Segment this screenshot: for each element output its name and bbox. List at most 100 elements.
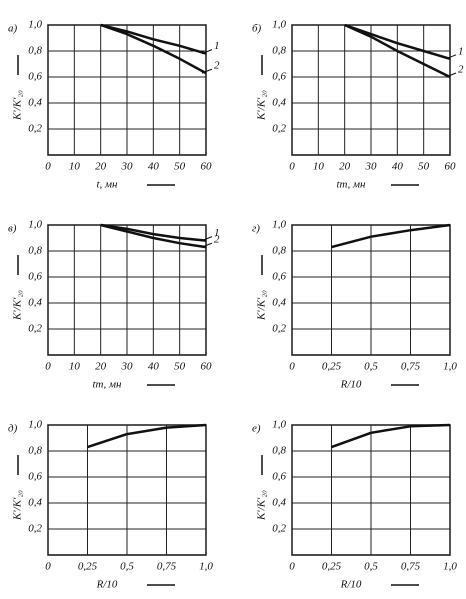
y-axis-label: К'/К'₂₀ [256, 490, 268, 521]
x-axis-label: R/10 [340, 579, 362, 591]
x-tick-label: 60 [445, 161, 457, 173]
data-line [87, 423, 207, 449]
x-tick-label: 0,75 [157, 561, 177, 573]
data-line [100, 23, 207, 55]
y-tick-label: 0,2 [28, 123, 42, 135]
y-tick-label: 1,0 [28, 219, 42, 231]
y-axis-label: К'/К'₂₀ [12, 90, 24, 121]
x-tick-label: 0 [289, 561, 295, 573]
series-label: 1 [458, 45, 464, 57]
y-tick-label: 0,4 [28, 297, 42, 309]
x-tick-label: 0,75 [401, 361, 421, 373]
x-axis-label: tm, мн [93, 379, 123, 391]
x-tick-label: 50 [418, 161, 430, 173]
data-line [344, 23, 451, 79]
y-tick-label: 0,6 [28, 71, 42, 83]
y-tick-label: 0,6 [272, 471, 286, 483]
y-tick-label: 0,6 [272, 71, 286, 83]
series-label: 2 [214, 234, 220, 246]
leader [201, 236, 213, 242]
series-label: 2 [458, 64, 464, 76]
y-tick-label: 0,6 [272, 271, 286, 283]
x-tick-label: 20 [339, 161, 351, 173]
series-label: 1 [214, 40, 220, 52]
x-tick-label: 0 [45, 361, 51, 373]
x-tick-label: 0,5 [120, 561, 134, 573]
y-axis-label: К'/К'₂₀ [12, 290, 24, 321]
y-tick-label: 0,4 [272, 497, 286, 509]
y-tick-label: 0,2 [28, 323, 42, 335]
x-tick-label: 0 [45, 561, 51, 573]
panel-label: б) [252, 23, 262, 35]
x-tick-label: 1,0 [443, 561, 457, 573]
y-tick-label: 1,0 [272, 419, 286, 431]
y-tick-label: 0,8 [272, 45, 286, 57]
x-tick-label: 50 [174, 161, 186, 173]
panel-label: д) [8, 423, 18, 435]
panel-label: а) [8, 23, 18, 35]
x-tick-label: 50 [174, 361, 186, 373]
x-tick-label: 0 [289, 361, 295, 373]
x-tick-label: 40 [392, 161, 404, 173]
y-axis-label: К'/К'₂₀ [256, 90, 268, 121]
leader [201, 242, 213, 248]
x-tick-label: 0,25 [78, 561, 98, 573]
x-tick-label: 0 [45, 161, 51, 173]
panel-label: г) [252, 223, 260, 235]
y-tick-label: 1,0 [272, 19, 286, 31]
data-line [331, 223, 451, 249]
leader [201, 68, 213, 74]
y-tick-label: 0,2 [272, 523, 286, 535]
y-tick-label: 0,2 [272, 123, 286, 135]
x-tick-label: 30 [121, 161, 134, 173]
x-tick-label: 30 [365, 161, 378, 173]
y-tick-label: 0,2 [272, 323, 286, 335]
y-tick-label: 0,8 [28, 45, 42, 57]
panel-label: в) [8, 223, 17, 235]
y-tick-label: 0,4 [272, 97, 286, 109]
y-axis-label: К'/К'₂₀ [256, 290, 268, 321]
x-tick-label: 0,25 [322, 561, 342, 573]
y-tick-label: 0,4 [28, 97, 42, 109]
x-axis-label: t, мн [96, 179, 118, 191]
y-tick-label: 1,0 [28, 419, 42, 431]
x-tick-label: 0,75 [401, 561, 421, 573]
x-tick-label: 1,0 [199, 561, 213, 573]
x-tick-label: 0 [289, 161, 295, 173]
x-tick-label: 10 [69, 361, 81, 373]
y-tick-label: 0,4 [272, 297, 286, 309]
x-tick-label: 40 [148, 361, 160, 373]
y-tick-label: 0,6 [28, 471, 42, 483]
panel-label: е) [252, 423, 261, 435]
x-tick-label: 40 [148, 161, 160, 173]
data-line [344, 23, 451, 60]
x-axis-label: R/10 [340, 379, 362, 391]
x-tick-label: 20 [95, 161, 107, 173]
x-axis-label: R/10 [96, 579, 118, 591]
x-tick-label: 1,0 [443, 361, 457, 373]
y-tick-label: 0,2 [28, 523, 42, 535]
y-axis-label: К'/К'₂₀ [12, 490, 24, 521]
data-line [331, 423, 451, 449]
x-tick-label: 30 [121, 361, 134, 373]
x-tick-label: 0,25 [322, 361, 342, 373]
x-axis-label: tm, мн [337, 179, 367, 191]
y-tick-label: 0,4 [28, 497, 42, 509]
x-tick-label: 60 [201, 161, 213, 173]
data-line [100, 223, 207, 249]
leader [201, 49, 213, 55]
leader [445, 54, 457, 60]
x-tick-label: 0,5 [364, 361, 378, 373]
series-label: 2 [214, 60, 220, 72]
y-tick-label: 1,0 [28, 19, 42, 31]
y-tick-label: 1,0 [272, 219, 286, 231]
y-tick-label: 0,6 [28, 271, 42, 283]
data-line [100, 223, 207, 242]
series-label: 1 [214, 227, 220, 239]
leader [445, 72, 457, 78]
y-tick-label: 0,8 [28, 245, 42, 257]
x-tick-label: 0,5 [364, 561, 378, 573]
y-tick-label: 0,8 [272, 445, 286, 457]
x-tick-label: 60 [201, 361, 213, 373]
